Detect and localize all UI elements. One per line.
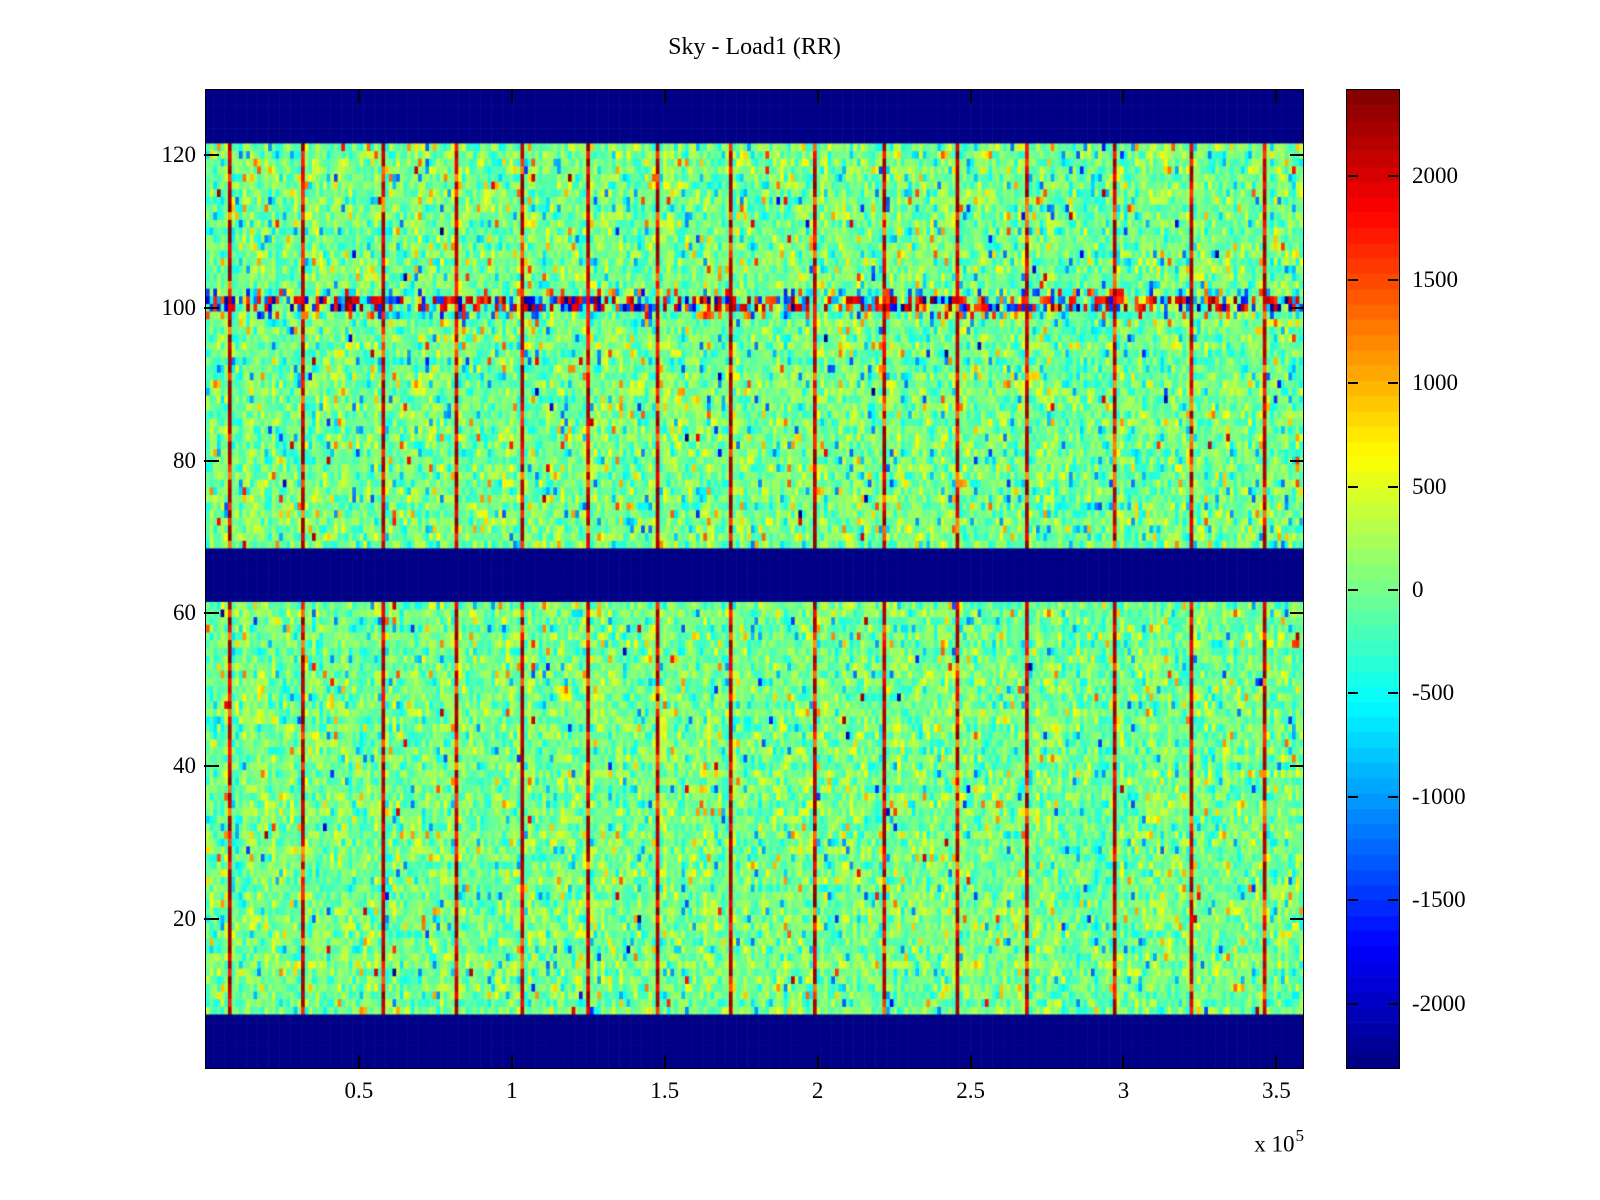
y-tick-mark-right: [1290, 459, 1303, 462]
y-tick-label: 80: [173, 447, 196, 473]
colorbar-tick-label: -1500: [1412, 887, 1466, 913]
colorbar-tick-mark-left: [1348, 589, 1358, 592]
y-tick-mark: [204, 612, 219, 615]
y-tick-mark: [204, 306, 219, 309]
y-tick-mark-right: [1290, 918, 1303, 920]
x-tick-mark: [1275, 1055, 1278, 1068]
colorbar-tick-mark-right: [1388, 589, 1398, 592]
heatmap-image: [206, 90, 1303, 1068]
x-tick-mark: [663, 1055, 666, 1068]
y-tick-mark: [204, 153, 219, 156]
x-tick-mark-top: [1275, 90, 1278, 103]
y-tick-mark-right: [1290, 612, 1303, 615]
colorbar-tick-mark-right: [1388, 899, 1398, 902]
y-tick-label: 60: [173, 600, 196, 626]
y-tick-mark: [204, 459, 219, 462]
x-axis-multiplier-base: x 10: [1254, 1131, 1295, 1157]
x-tick-label: 3: [1117, 1078, 1130, 1103]
colorbar-tick-mark-left: [1348, 175, 1358, 178]
colorbar-tick-mark-left: [1348, 278, 1358, 281]
x-tick-mark-top: [969, 90, 972, 103]
colorbar-tick-label: 1000: [1412, 370, 1458, 396]
x-tick-mark: [357, 1055, 360, 1068]
y-tick-label: 100: [161, 294, 197, 320]
x-axis-multiplier: x 105: [1103, 1126, 1305, 1158]
x-tick-label: 1.5: [650, 1078, 680, 1103]
colorbar-tick-mark-right: [1388, 1002, 1398, 1005]
colorbar-tick-label: -500: [1412, 680, 1455, 706]
colorbar-tick-mark-right: [1388, 175, 1398, 178]
colorbar-tick-label: 2000: [1412, 163, 1458, 189]
colorbar-tick-mark-left: [1348, 1002, 1358, 1005]
colorbar-tick-mark-left: [1348, 382, 1358, 385]
colorbar-tick-label: 0: [1412, 577, 1424, 603]
colorbar-tick-mark-right: [1388, 382, 1398, 385]
x-tick-mark-top: [663, 90, 666, 103]
x-tick-mark-top: [357, 90, 360, 103]
colorbar-tick-mark-right: [1388, 485, 1398, 488]
x-tick-mark-top: [510, 90, 513, 103]
x-tick-label: 2.5: [956, 1078, 985, 1103]
y-tick-label: 120: [161, 141, 197, 167]
colorbar-tick-mark-right: [1388, 795, 1398, 798]
colorbar-tick-label: 500: [1412, 473, 1447, 499]
y-tick-label: 40: [173, 753, 196, 779]
colorbar-tick-mark-right: [1388, 278, 1398, 281]
y-tick-mark: [204, 918, 219, 920]
x-tick-label: 1: [506, 1078, 518, 1103]
y-tick-label: 20: [173, 906, 196, 931]
y-tick-mark-right: [1290, 153, 1303, 156]
colorbar-tick-label: -2000: [1412, 990, 1466, 1016]
x-tick-mark-top: [816, 90, 819, 103]
x-tick-mark: [510, 1055, 513, 1068]
colorbar-tick-label: 1500: [1412, 266, 1458, 292]
colorbar-tick-mark-left: [1348, 485, 1358, 488]
colorbar-tick-mark-right: [1388, 692, 1398, 695]
x-tick-label: 3.5: [1262, 1078, 1291, 1103]
colorbar-tick-mark-left: [1348, 899, 1358, 902]
x-tick-label: 0.5: [344, 1078, 374, 1103]
x-tick-mark: [969, 1055, 972, 1068]
x-tick-mark: [816, 1055, 819, 1068]
colorbar-tick-mark-left: [1348, 795, 1358, 798]
heatmap-plot-area: [205, 89, 1304, 1069]
colorbar-gradient: [1347, 90, 1399, 1068]
y-tick-mark-right: [1290, 306, 1303, 309]
chart-title: Sky - Load1 (RR): [668, 34, 841, 60]
colorbar: [1346, 89, 1400, 1069]
colorbar-tick-label: -1000: [1412, 783, 1466, 809]
y-tick-mark-right: [1290, 765, 1303, 768]
x-tick-mark-top: [1122, 90, 1125, 103]
x-tick-mark: [1122, 1055, 1125, 1068]
x-tick-label: 2: [811, 1078, 824, 1103]
y-tick-mark: [204, 765, 219, 768]
x-axis-multiplier-exponent: 5: [1295, 1126, 1305, 1145]
colorbar-tick-mark-left: [1348, 692, 1358, 695]
